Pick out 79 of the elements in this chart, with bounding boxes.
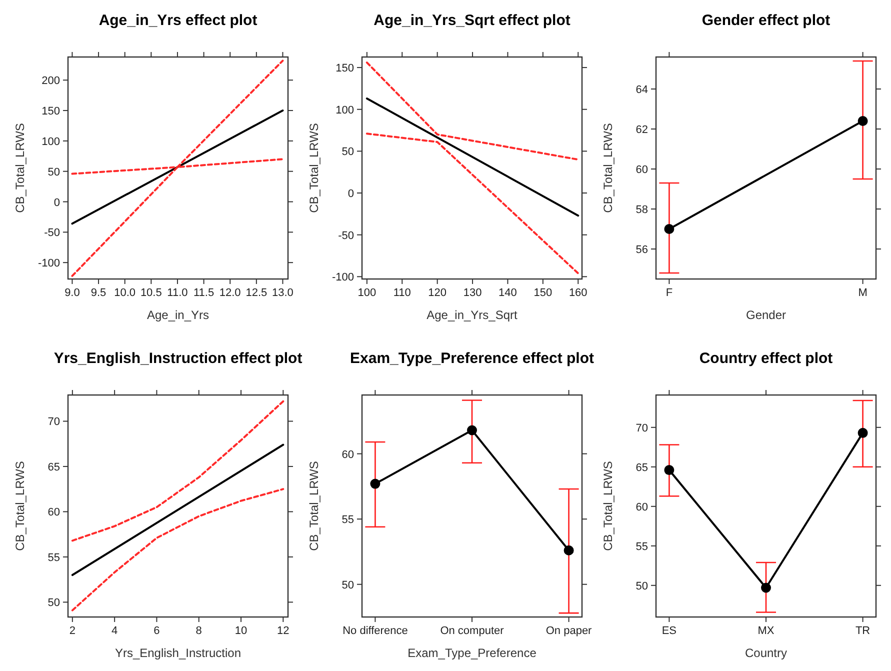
y-tick-label: 62 <box>636 124 648 136</box>
y-tick-label: 50 <box>48 166 60 178</box>
y-tick-label: 55 <box>636 540 648 553</box>
chart-title: Yrs_English_Instruction effect plot <box>54 350 302 367</box>
y-axis-title: CB_Total_LRWS <box>307 461 321 551</box>
y-tick-label: 200 <box>42 75 60 88</box>
y-tick-label: 100 <box>336 104 354 116</box>
x-tick-label: 10.5 <box>140 287 162 299</box>
y-tick-label: 60 <box>48 506 60 519</box>
x-tick-label: ES <box>662 625 677 637</box>
y-tick-label: 0 <box>348 188 354 200</box>
x-axis-title: Yrs_English_Instruction <box>114 646 242 660</box>
y-tick-label: 50 <box>342 579 354 592</box>
x-tick-label: 11.5 <box>193 287 214 299</box>
x-tick-label: TR <box>855 625 870 637</box>
y-axis-title: CB_Total_LRWS <box>601 461 615 551</box>
y-tick-label: 55 <box>342 514 354 526</box>
y-tick-label: 65 <box>48 461 60 474</box>
chart-title: Gender effect plot <box>702 12 830 29</box>
x-tick-label: 9.5 <box>90 287 106 299</box>
y-tick-label: 50 <box>636 580 648 592</box>
x-axis-title: Gender <box>746 308 786 322</box>
x-tick-label: 100 <box>358 287 376 299</box>
x-tick-label: On computer <box>440 625 504 637</box>
x-tick-label: 10.0 <box>114 287 136 299</box>
x-tick-label: F <box>666 287 673 299</box>
x-tick-label: 11.0 <box>167 287 188 299</box>
y-tick-label: 60 <box>636 164 648 176</box>
y-axis-title: CB_Total_LRWS <box>13 461 27 551</box>
y-tick-label: 56 <box>636 244 648 256</box>
y-axis-title: CB_Total_LRWS <box>307 123 321 213</box>
x-tick-label: 8 <box>196 625 202 637</box>
x-tick-label: 150 <box>534 287 552 299</box>
y-tick-label: -100 <box>38 258 60 270</box>
x-tick-label: 12.5 <box>246 287 268 299</box>
x-axis-title: Exam_Type_Preference <box>408 646 537 660</box>
x-tick-label: 2 <box>69 625 76 637</box>
x-tick-label: 12 <box>277 625 290 637</box>
x-tick-label: 9.0 <box>64 287 80 299</box>
y-tick-label: 64 <box>636 84 648 96</box>
y-tick-label: 100 <box>42 136 60 148</box>
x-tick-label: 140 <box>498 287 517 299</box>
y-tick-label: -50 <box>338 230 354 242</box>
chart-title: Country effect plot <box>699 350 833 367</box>
y-tick-label: 50 <box>342 146 354 158</box>
x-axis-title: Age_in_Yrs_Sqrt <box>426 308 518 322</box>
x-tick-label: 4 <box>112 625 118 637</box>
x-tick-label: 10 <box>234 625 248 637</box>
y-axis-title: CB_Total_LRWS <box>601 123 615 213</box>
x-tick-label: No difference <box>342 625 408 637</box>
x-tick-label: 160 <box>568 287 588 299</box>
x-tick-label: 120 <box>428 287 447 299</box>
y-tick-label: -100 <box>332 272 354 284</box>
chart-title: Exam_Type_Preference effect plot <box>350 350 594 367</box>
x-tick-label: 130 <box>463 287 482 299</box>
y-tick-label: 50 <box>48 597 60 610</box>
x-axis-title: Country <box>744 646 788 660</box>
x-tick-label: M <box>858 287 868 299</box>
x-tick-label: 12.0 <box>219 287 241 299</box>
chart-title: Age_in_Yrs effect plot <box>98 12 258 29</box>
y-tick-label: 0 <box>54 196 60 209</box>
y-tick-label: 60 <box>342 448 354 461</box>
x-tick-label: On paper <box>546 625 592 637</box>
y-tick-label: 150 <box>42 106 60 118</box>
y-tick-label: 70 <box>48 416 60 428</box>
x-tick-label: 13.0 <box>272 287 294 299</box>
y-tick-label: 60 <box>636 501 648 514</box>
x-tick-label: 6 <box>154 625 160 637</box>
chart-title: Age_in_Yrs_Sqrt effect plot <box>374 12 570 29</box>
y-tick-label: 55 <box>48 552 60 564</box>
x-tick-label: 110 <box>393 287 411 299</box>
y-tick-label: -50 <box>44 227 60 240</box>
y-tick-label: 58 <box>636 204 648 216</box>
y-axis-title: CB_Total_LRWS <box>13 123 27 213</box>
y-tick-label: 150 <box>336 62 354 75</box>
y-tick-label: 70 <box>636 422 648 434</box>
x-axis-title: Age_in_Yrs <box>146 308 210 322</box>
y-tick-label: 65 <box>636 462 648 474</box>
x-tick-label: MX <box>758 625 775 637</box>
